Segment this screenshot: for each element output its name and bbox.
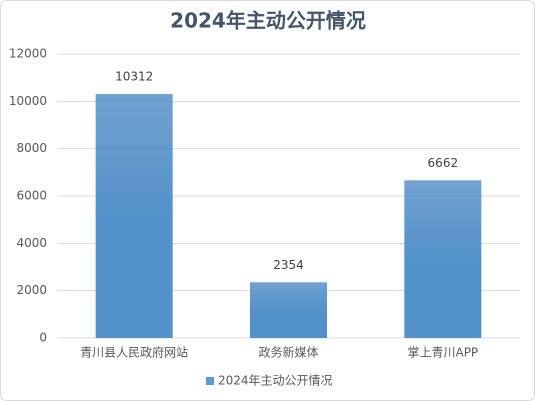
data-label: 10312 (115, 69, 153, 83)
bar (404, 180, 482, 338)
y-tick-label: 6000 (16, 189, 47, 203)
bar (250, 282, 327, 338)
data-label: 6662 (428, 156, 459, 170)
bar-shade (404, 180, 482, 338)
chart-title: 2024年主动公开情况 (170, 9, 366, 33)
bar-shade (250, 282, 327, 338)
legend-swatch (206, 377, 214, 385)
bar-shade (95, 93, 173, 338)
bar (95, 93, 173, 338)
x-tick-label: 青川县人民政府网站 (80, 345, 188, 360)
legend-label: 2024年主动公开情况 (218, 374, 333, 388)
x-tick-label: 政务新媒体 (258, 345, 318, 360)
y-tick-label: 8000 (16, 141, 47, 155)
y-tick-label: 10000 (9, 94, 47, 108)
x-tick-label: 掌上青川APP (407, 346, 478, 360)
y-tick-label: 2000 (16, 283, 47, 297)
y-tick-label: 12000 (9, 47, 47, 61)
y-tick-label: 4000 (16, 236, 47, 250)
data-label: 2354 (273, 258, 304, 272)
y-tick-label: 0 (39, 331, 47, 345)
